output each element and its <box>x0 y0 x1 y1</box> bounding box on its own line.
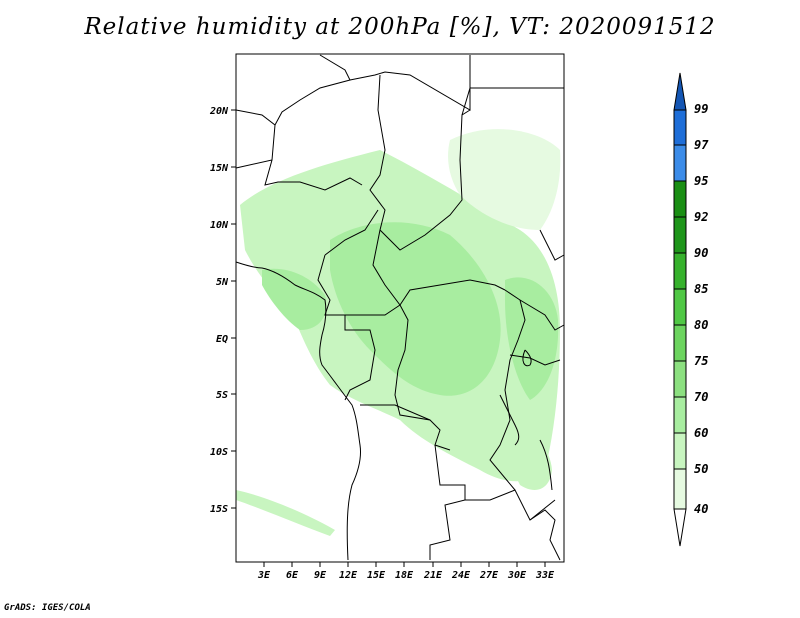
border-lake-3 <box>522 349 532 367</box>
humidity-region-core <box>330 222 501 396</box>
chart-title: Relative humidity at 200hPa [%], VT: 202… <box>84 14 716 40</box>
legend-label: 97 <box>694 138 709 152</box>
legend-label: 75 <box>694 354 708 368</box>
legend-swatch <box>673 288 687 326</box>
lat-label: 5N <box>216 277 229 288</box>
lat-label: 5S <box>216 390 228 401</box>
lat-label: EQ <box>216 334 228 345</box>
lon-label: 33E <box>535 570 555 581</box>
border-cameroon <box>324 209 379 256</box>
legend-labels: 99 97 95 92 90 85 80 75 70 60 50 40 <box>694 102 709 516</box>
border-lake-1 <box>499 394 520 446</box>
border-zambia <box>465 489 556 521</box>
border-east-3 <box>509 354 561 366</box>
lat-label: 15S <box>210 504 228 515</box>
border-congo <box>344 315 376 401</box>
longitude-axis: 3E 6E 9E 12E 15E 18E 21E 24E 27E 30E 33E <box>257 562 555 581</box>
legend-swatch <box>673 216 687 254</box>
border-sudan <box>461 87 564 116</box>
legend-swatch <box>673 180 687 218</box>
border-drc-north <box>394 304 451 451</box>
legend-label: 95 <box>694 174 708 188</box>
credit-text: GrADS: IGES/COLA <box>4 603 91 613</box>
country-borders <box>235 54 565 561</box>
legend-swatch <box>673 144 687 182</box>
lon-label: 6E <box>286 570 299 581</box>
humidity-region-west <box>262 268 327 330</box>
legend-label: 70 <box>694 390 708 404</box>
legend-label: 92 <box>694 210 708 224</box>
lon-label: 24E <box>451 570 471 581</box>
humidity-region-southwest <box>236 490 335 536</box>
legend-label: 40 <box>694 502 708 516</box>
humidity-region-southeast <box>509 436 552 490</box>
lat-label: 10S <box>210 447 228 458</box>
legend-label: 90 <box>694 246 708 260</box>
legend-arrow-top <box>673 72 687 111</box>
legend-swatch <box>673 468 687 510</box>
border-north-1 <box>235 109 276 169</box>
color-legend <box>673 72 687 547</box>
lon-label: 12E <box>339 570 358 581</box>
lon-label: 30E <box>507 570 527 581</box>
map-frame <box>235 53 565 563</box>
border-north-4 <box>349 55 471 111</box>
lon-label: 18E <box>395 570 414 581</box>
border-south <box>360 404 431 421</box>
border-lake-2 <box>539 439 553 491</box>
legend-label: 60 <box>694 426 708 440</box>
humidity-region-northeast <box>448 129 561 230</box>
coastline-west <box>235 261 361 561</box>
lat-label: 10N <box>210 220 229 231</box>
legend-swatch <box>673 360 687 398</box>
humidity-region-east <box>505 277 559 400</box>
border-chad <box>369 74 471 251</box>
border-cameroon-2 <box>317 254 401 316</box>
legend-label: 99 <box>694 102 708 116</box>
legend-label: 85 <box>694 282 708 296</box>
border-mozambique <box>529 509 561 561</box>
border-east-2 <box>519 299 565 331</box>
legend-swatch <box>673 324 687 362</box>
humidity-shading <box>236 129 561 536</box>
border-drc-east <box>489 289 526 491</box>
lat-label: 20N <box>209 106 229 117</box>
latitude-axis: 20N 15N 10N 5N EQ 5S 10S 15S <box>209 106 236 515</box>
legend-swatch <box>673 396 687 434</box>
legend-label: 50 <box>694 462 708 476</box>
lon-label: 9E <box>314 570 327 581</box>
lon-label: 15E <box>367 570 386 581</box>
lon-label: 3E <box>257 570 271 581</box>
legend-swatch <box>673 109 687 146</box>
lon-label: 27E <box>479 570 499 581</box>
legend-label: 80 <box>694 318 708 332</box>
border-car <box>372 229 506 306</box>
border-angola <box>429 444 466 560</box>
border-north-2 <box>264 159 363 191</box>
lat-label: 15N <box>210 163 229 174</box>
legend-swatch <box>673 252 687 290</box>
lon-label: 21E <box>423 570 443 581</box>
legend-arrow-bottom <box>673 508 687 547</box>
border-north-3 <box>274 54 351 126</box>
legend-swatch <box>673 432 687 470</box>
border-east-1 <box>539 229 565 261</box>
